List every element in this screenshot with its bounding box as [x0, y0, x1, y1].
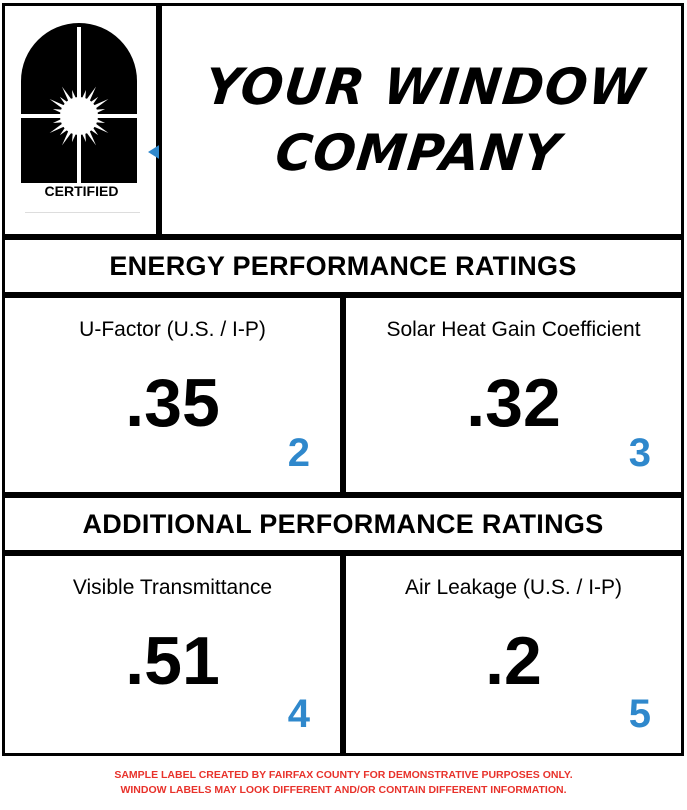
u-factor-panel: U-Factor (U.S. / I-P) .35 2: [2, 295, 343, 495]
energy-ratings-title: ENERGY PERFORMANCE RATINGS: [109, 250, 577, 281]
u-factor-label: U-Factor (U.S. / I-P): [79, 318, 266, 341]
callout-number-3: 3: [628, 431, 651, 475]
air-leakage-label: Air Leakage (U.S. / I-P): [404, 576, 623, 599]
u-factor-value: .35: [125, 365, 220, 441]
energy-ratings-header: ENERGY PERFORMANCE RATINGS: [2, 237, 684, 295]
air-leakage-panel: Air Leakage (U.S. / I-P) .2 5: [343, 553, 684, 756]
shgc-panel: Solar Heat Gain Coefficient .32 3: [343, 295, 684, 495]
certified-underline: [25, 212, 140, 213]
shgc-value: .32: [466, 365, 561, 441]
visible-transmittance-panel: Visible Transmittance .51 4: [2, 553, 343, 756]
visible-transmittance-label: Visible Transmittance: [72, 576, 273, 599]
disclaimer-line-2: WINDOW LABELS MAY LOOK DIFFERENT AND/OR …: [120, 784, 567, 796]
callout-number-2: 2: [287, 431, 310, 475]
company-name-line-1: YOUR WINDOW: [202, 58, 648, 116]
air-leakage-value: .2: [485, 623, 542, 699]
shgc-label: Solar Heat Gain Coefficient: [386, 318, 641, 341]
disclaimer-footer: SAMPLE LABEL CREATED BY FAIRFAX COUNTY F…: [0, 768, 687, 798]
window-sun-icon: [21, 23, 137, 183]
callout-number-4: 4: [287, 692, 310, 736]
certified-label: CERTIFIED: [44, 183, 119, 199]
additional-ratings-title: ADDITIONAL PERFORMANCE RATINGS: [82, 508, 604, 539]
company-name-line-2: COMPANY: [272, 124, 564, 182]
company-name-panel: YOUR WINDOW COMPANY: [159, 3, 684, 237]
visible-transmittance-value: .51: [125, 623, 220, 699]
disclaimer-line-1: SAMPLE LABEL CREATED BY FAIRFAX COUNTY F…: [114, 769, 573, 781]
company-name: YOUR WINDOW COMPANY: [195, 54, 648, 186]
certification-logo-panel: CERTIFIED: [2, 3, 159, 237]
additional-ratings-header: ADDITIONAL PERFORMANCE RATINGS: [2, 495, 684, 553]
callout-number-5: 5: [628, 692, 651, 736]
